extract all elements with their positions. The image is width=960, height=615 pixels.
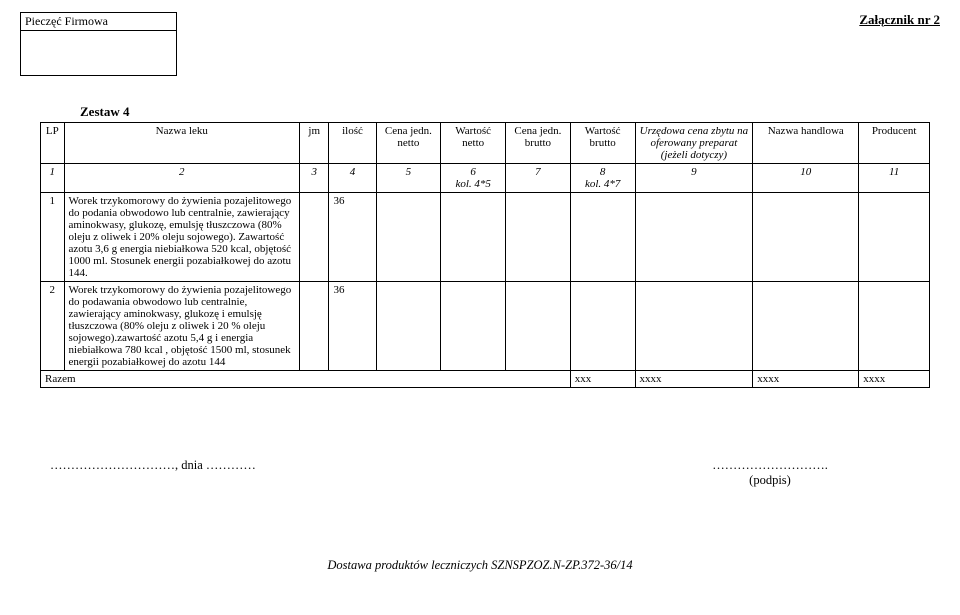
cell-ilosc: 36 <box>329 193 376 282</box>
num-c9: 9 <box>635 164 753 193</box>
table-summary-row: Razem xxx xxxx xxxx xxxx <box>41 371 930 388</box>
num-c2: 2 <box>64 164 299 193</box>
cell-handlowa <box>753 193 859 282</box>
table-number-row: 1 2 3 4 5 6 kol. 4*5 7 8 kol. 4*7 9 10 1… <box>41 164 930 193</box>
num-c4: 4 <box>329 164 376 193</box>
signature-label: (podpis) <box>630 473 910 488</box>
main-table: LP Nazwa leku jm ilość Cena jedn. netto … <box>40 122 930 388</box>
cell-ilosc: 36 <box>329 282 376 371</box>
cell-jm <box>300 193 329 282</box>
table-row: 1 Worek trzykomorowy do żywienia pozajel… <box>41 193 930 282</box>
attachment-label: Załącznik nr 2 <box>859 12 940 28</box>
num-c7: 7 <box>506 164 571 193</box>
cell-urzedowa <box>635 282 753 371</box>
table-body: 1 Worek trzykomorowy do żywienia pozajel… <box>41 193 930 388</box>
col-ilosc: ilość <box>329 123 376 164</box>
cell-jm <box>300 282 329 371</box>
cell-producent <box>859 282 930 371</box>
cell-handlowa <box>753 282 859 371</box>
cell-lp: 2 <box>41 282 65 371</box>
cell-cena-netto <box>376 193 441 282</box>
table-header-row: LP Nazwa leku jm ilość Cena jedn. netto … <box>41 123 930 164</box>
set-title: Zestaw 4 <box>80 104 940 120</box>
col-nazwa: Nazwa leku <box>64 123 299 164</box>
num-c5: 5 <box>376 164 441 193</box>
cell-cena-brutto <box>506 282 571 371</box>
stamp-box: Pieczęć Firmowa <box>20 12 177 76</box>
cell-wartosc-brutto <box>570 282 635 371</box>
cell-nazwa: Worek trzykomorowy do żywienia pozajelit… <box>64 193 299 282</box>
col-cena-brutto: Cena jedn. brutto <box>506 123 571 164</box>
cell-wartosc-brutto <box>570 193 635 282</box>
razem-label: Razem <box>41 371 571 388</box>
cell-lp: 1 <box>41 193 65 282</box>
num-c6: 6 kol. 4*5 <box>441 164 506 193</box>
col-lp: LP <box>41 123 65 164</box>
signature-block: ………………………. (podpis) <box>630 458 910 488</box>
cell-cena-brutto <box>506 193 571 282</box>
cell-wartosc-netto <box>441 282 506 371</box>
table-row: 2 Worek trzykomorowy do żywienia pozajel… <box>41 282 930 371</box>
razem-wartosc-brutto: xxx <box>570 371 635 388</box>
cell-nazwa: Worek trzykomorowy do żywienia pozajelit… <box>64 282 299 371</box>
col-jm: jm <box>300 123 329 164</box>
num-c8: 8 kol. 4*7 <box>570 164 635 193</box>
cell-urzedowa <box>635 193 753 282</box>
col-producent: Producent <box>859 123 930 164</box>
razem-handlowa: xxxx <box>753 371 859 388</box>
razem-urzedowa: xxxx <box>635 371 753 388</box>
col-cena-netto: Cena jedn. netto <box>376 123 441 164</box>
date-line: …………………………, dnia ………… <box>50 458 350 488</box>
razem-producent: xxxx <box>859 371 930 388</box>
num-c10: 10 <box>753 164 859 193</box>
col-handlowa: Nazwa handlowa <box>753 123 859 164</box>
col-urzedowa: Urzędowa cena zbytu na oferowany prepara… <box>635 123 753 164</box>
footer-text: Dostawa produktów leczniczych SZNSPZOZ.N… <box>20 558 940 573</box>
signature-dots: ………………………. <box>630 458 910 473</box>
num-c3: 3 <box>300 164 329 193</box>
stamp-label: Pieczęć Firmowa <box>21 13 176 31</box>
cell-wartosc-netto <box>441 193 506 282</box>
signature-row: …………………………, dnia ………… ………………………. (podpis… <box>50 458 910 488</box>
num-c11: 11 <box>859 164 930 193</box>
col-wartosc-brutto: Wartość brutto <box>570 123 635 164</box>
cell-producent <box>859 193 930 282</box>
num-c1: 1 <box>41 164 65 193</box>
cell-cena-netto <box>376 282 441 371</box>
header-row: Pieczęć Firmowa Załącznik nr 2 <box>20 12 940 76</box>
col-wartosc-netto: Wartość netto <box>441 123 506 164</box>
